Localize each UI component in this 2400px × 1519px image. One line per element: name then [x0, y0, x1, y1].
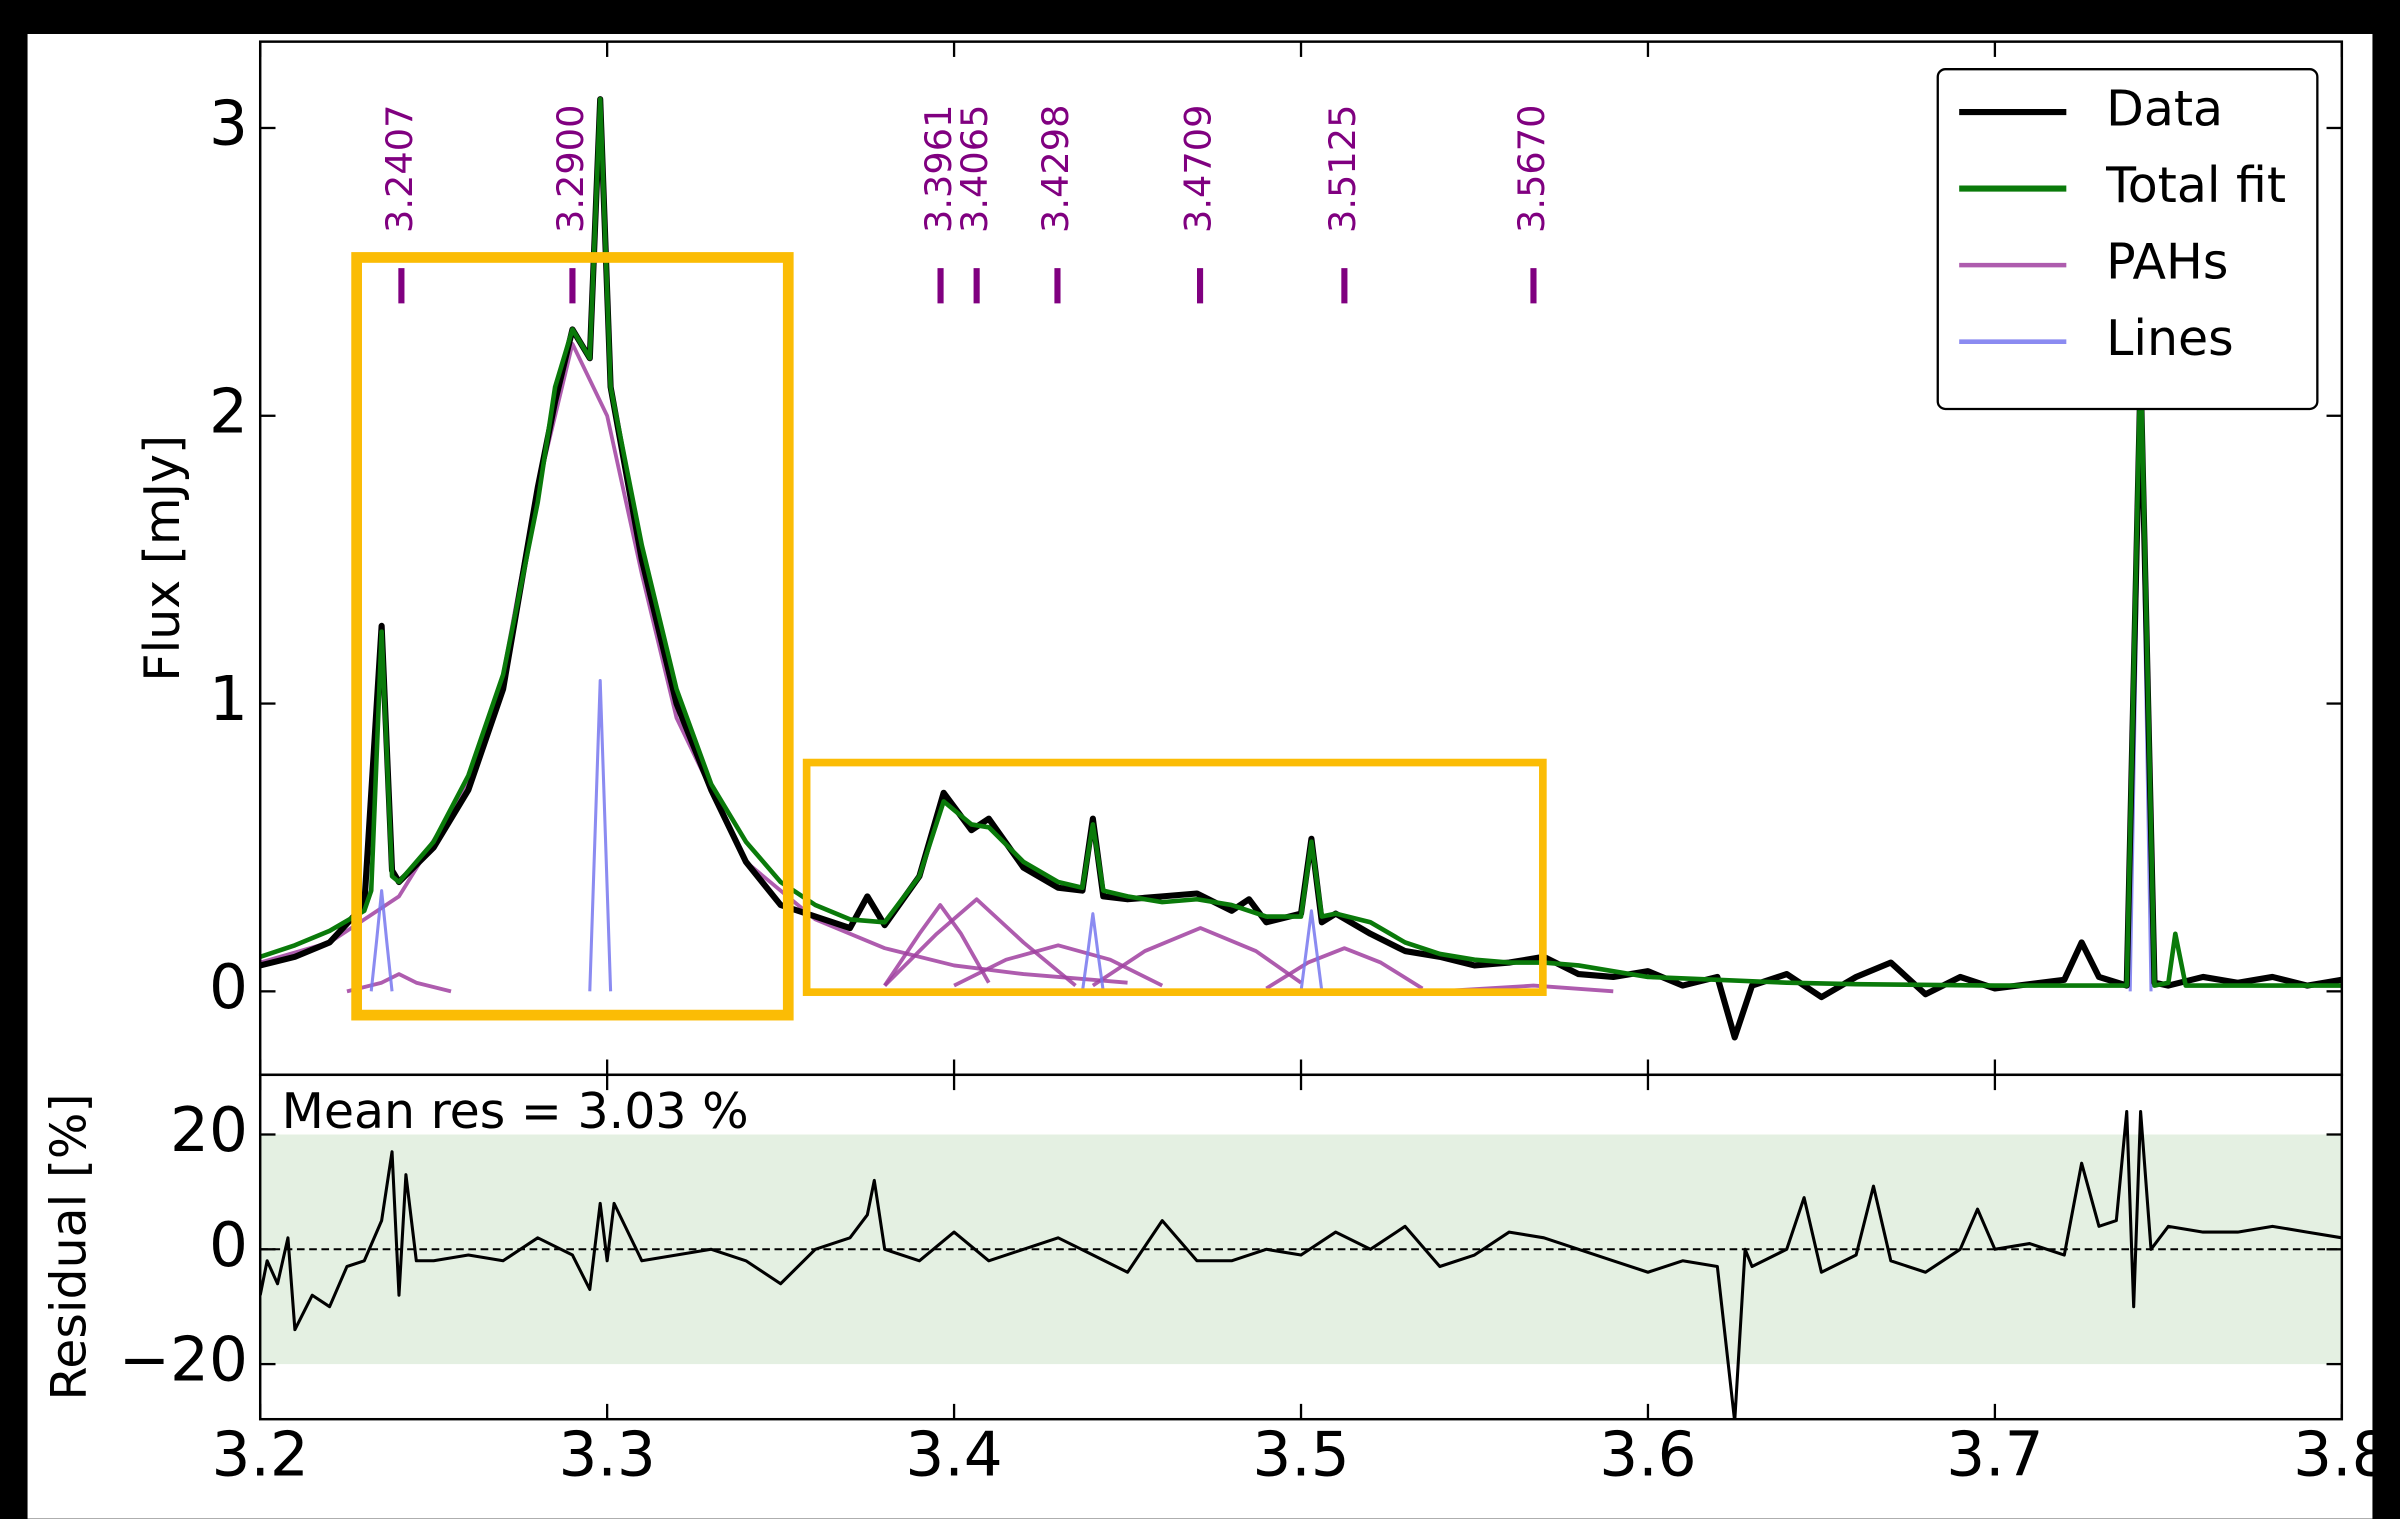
- component-line: [1265, 946, 1424, 991]
- x-tick-label: 3.7: [1946, 1420, 2043, 1491]
- y-tick-label: 0: [209, 1210, 248, 1281]
- marker-label: 3.2900: [549, 104, 592, 232]
- marker-label: 3.2407: [378, 104, 421, 232]
- component-line: [883, 903, 991, 987]
- y-axis-label: Flux [mJy]: [134, 435, 191, 682]
- marker-label: 3.3961: [917, 104, 960, 232]
- legend-box: [1936, 68, 2319, 411]
- x-tick-label: 3.4: [905, 1420, 1002, 1491]
- axes-frame: [258, 1073, 2344, 1421]
- marker-label: 3.4298: [1034, 104, 1077, 232]
- legend-label: Data: [2106, 81, 2223, 138]
- x-tick-label: 3.3: [558, 1420, 655, 1491]
- y-tick-label: 0: [209, 952, 248, 1023]
- legend-label: Total fit: [2105, 157, 2286, 214]
- y-tick-label: 1: [209, 664, 248, 735]
- marker-label: 3.4709: [1177, 104, 1220, 232]
- x-tick-label: 3.8: [2293, 1420, 2390, 1491]
- component-line: [883, 897, 1077, 988]
- y-tick-label: 2: [209, 376, 248, 447]
- highlight-box: [802, 758, 1547, 996]
- marker-label: 3.5125: [1321, 104, 1364, 232]
- component-line: [953, 943, 1164, 988]
- component-line: [346, 972, 452, 994]
- y-tick-label: 3: [209, 89, 248, 160]
- y-tick-label: 20: [170, 1095, 248, 1166]
- legend-label: Lines: [2106, 310, 2234, 367]
- highlight-box: [351, 252, 794, 1021]
- series-line: [260, 96, 2342, 988]
- plot-area: [260, 1110, 2342, 1420]
- series-line: [260, 1110, 2342, 1420]
- component-line: [1299, 909, 1324, 992]
- component-line: [369, 889, 394, 992]
- marker-label: 3.4065: [953, 104, 996, 232]
- x-tick-label: 3.6: [1599, 1420, 1696, 1491]
- x-tick-label: 3.2: [212, 1420, 309, 1491]
- y-axis-label: Residual [%]: [40, 1093, 97, 1400]
- annotation: Mean res = 3.03 %: [282, 1083, 749, 1140]
- component-line: [588, 679, 613, 992]
- y-tick-label: −20: [119, 1325, 248, 1396]
- component-line: [1080, 912, 1105, 992]
- x-tick-label: 3.5: [1252, 1420, 1349, 1491]
- component-line: [1091, 926, 1303, 988]
- marker-label: 3.5670: [1510, 104, 1553, 232]
- legend-label: PAHs: [2106, 234, 2228, 291]
- plot-area: [260, 96, 2342, 1041]
